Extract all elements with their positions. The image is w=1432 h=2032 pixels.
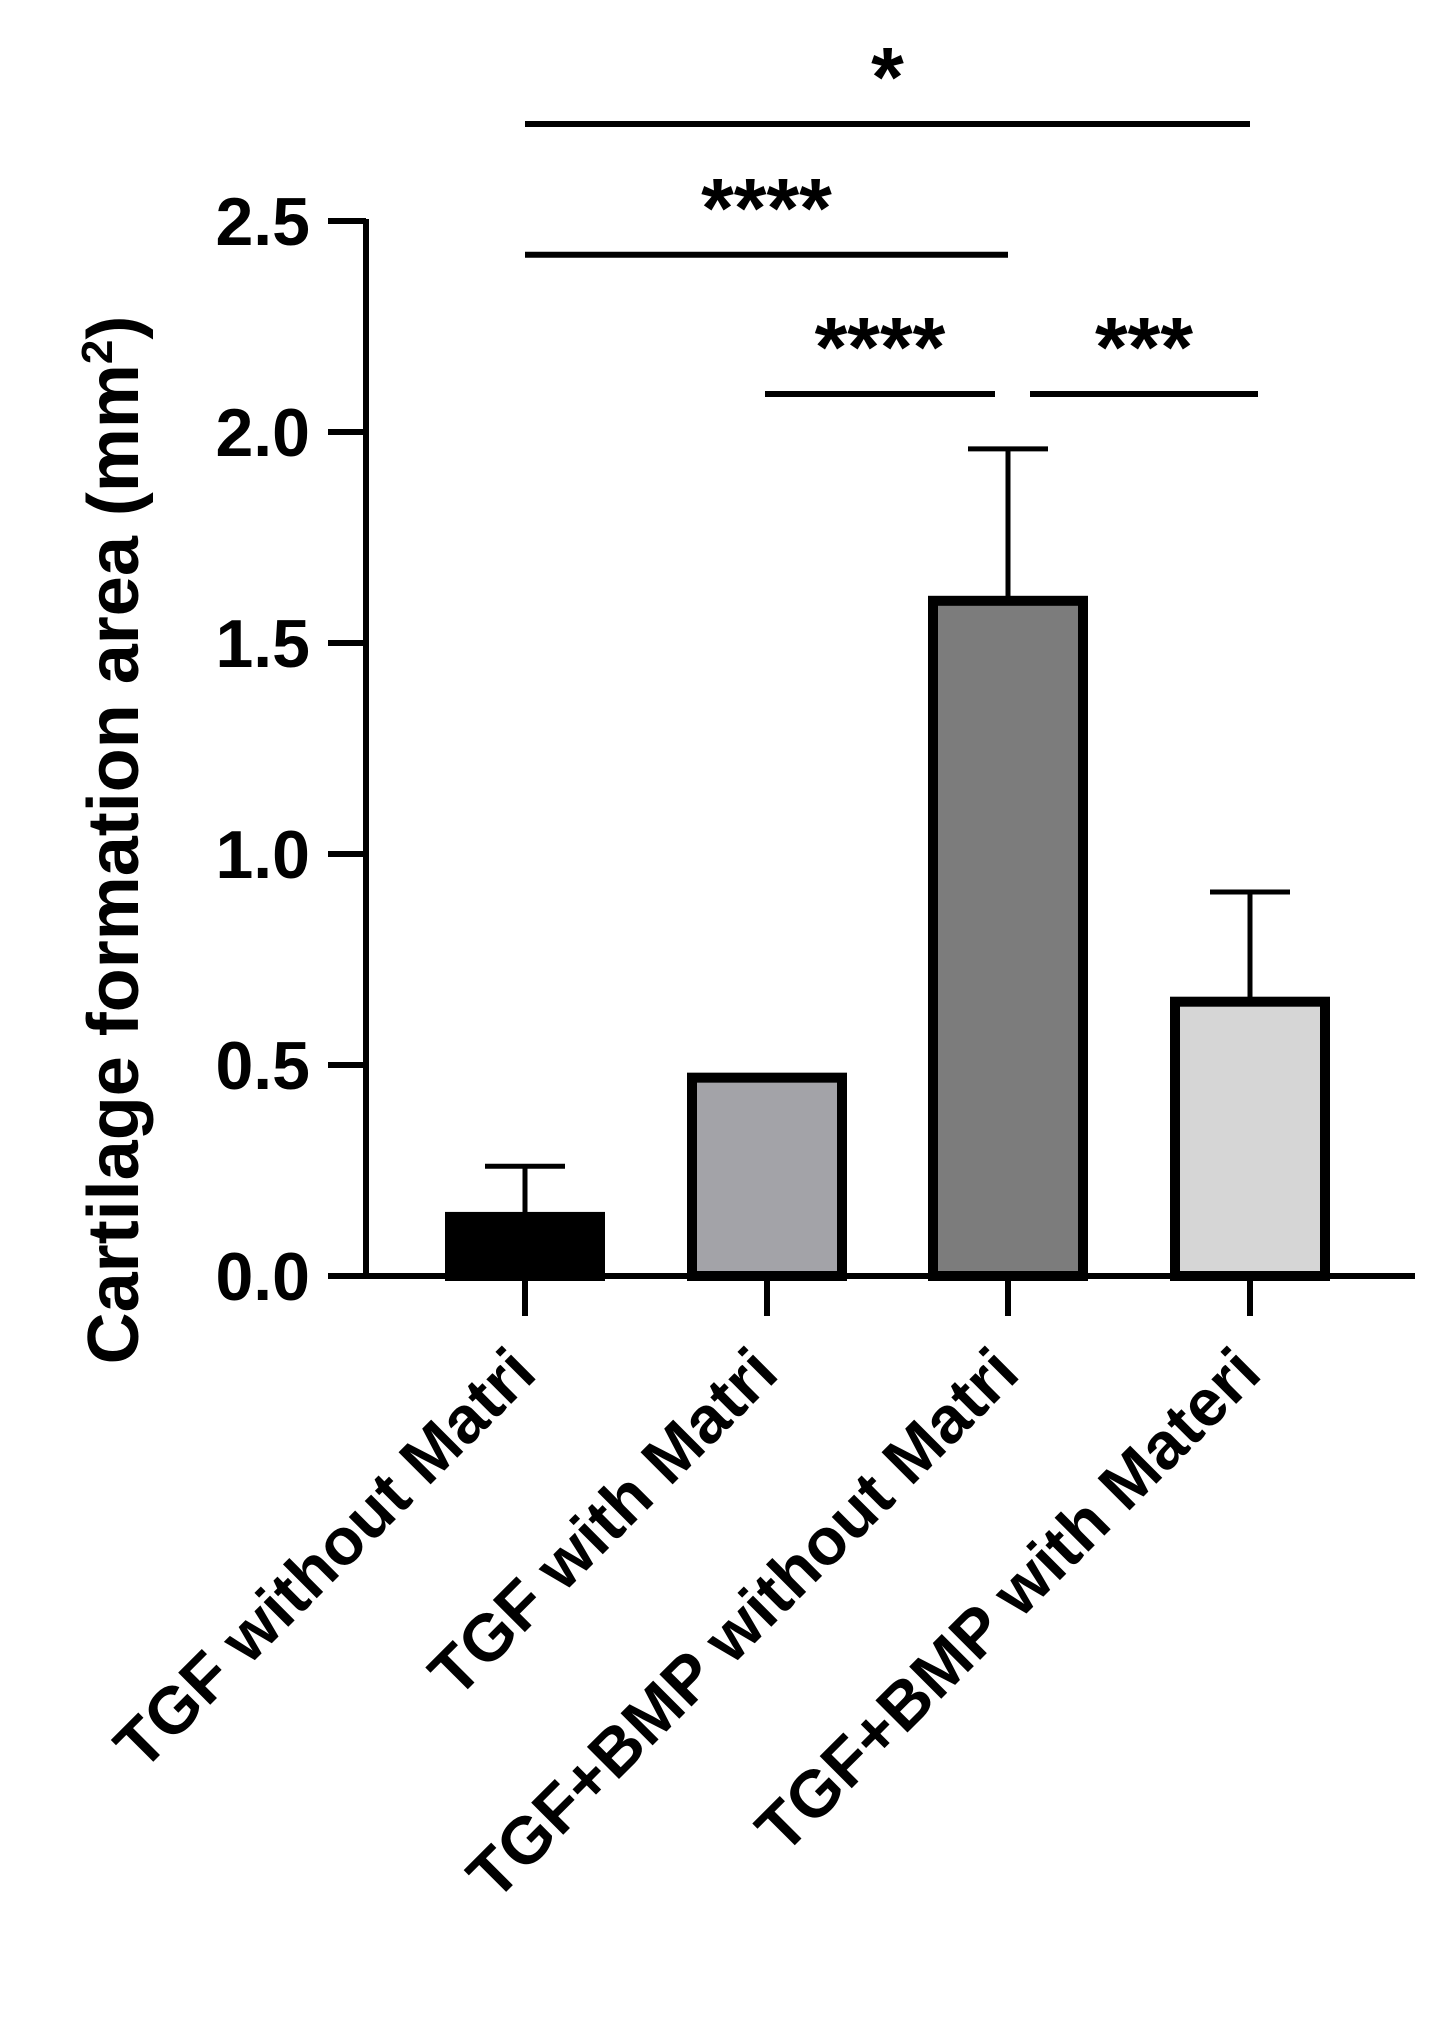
bar	[1170, 996, 1330, 1281]
y-axis-label: Cartilage formation area (mm2)	[73, 316, 154, 1365]
significance-label: ****	[815, 300, 946, 394]
x-tick-label: TGF+BMP with Materi	[741, 1334, 1273, 1866]
y-tick-label: 1.0	[215, 817, 310, 893]
significance-label: *	[871, 30, 904, 124]
significance-label: ***	[1095, 300, 1193, 394]
bar	[928, 595, 1088, 1281]
y-tick-label: 0.0	[215, 1239, 310, 1315]
y-axis-label-close: )	[74, 316, 154, 340]
y-tick-label: 0.5	[215, 1028, 310, 1104]
y-axis-label-text: Cartilage formation area (mm	[74, 364, 154, 1364]
bar	[445, 1211, 605, 1282]
x-tick-label: TGF without Matri	[100, 1334, 549, 1783]
y-tick-label: 1.5	[215, 606, 310, 682]
bar	[687, 1072, 847, 1282]
y-tick-label: 2.5	[215, 184, 310, 260]
y-axis-label-superscript: 2	[73, 340, 122, 364]
significance-label: ****	[701, 161, 832, 255]
svg-text:Cartilage formation area (mm2): Cartilage formation area (mm2)	[73, 316, 154, 1365]
y-tick-label: 2.0	[215, 395, 310, 471]
